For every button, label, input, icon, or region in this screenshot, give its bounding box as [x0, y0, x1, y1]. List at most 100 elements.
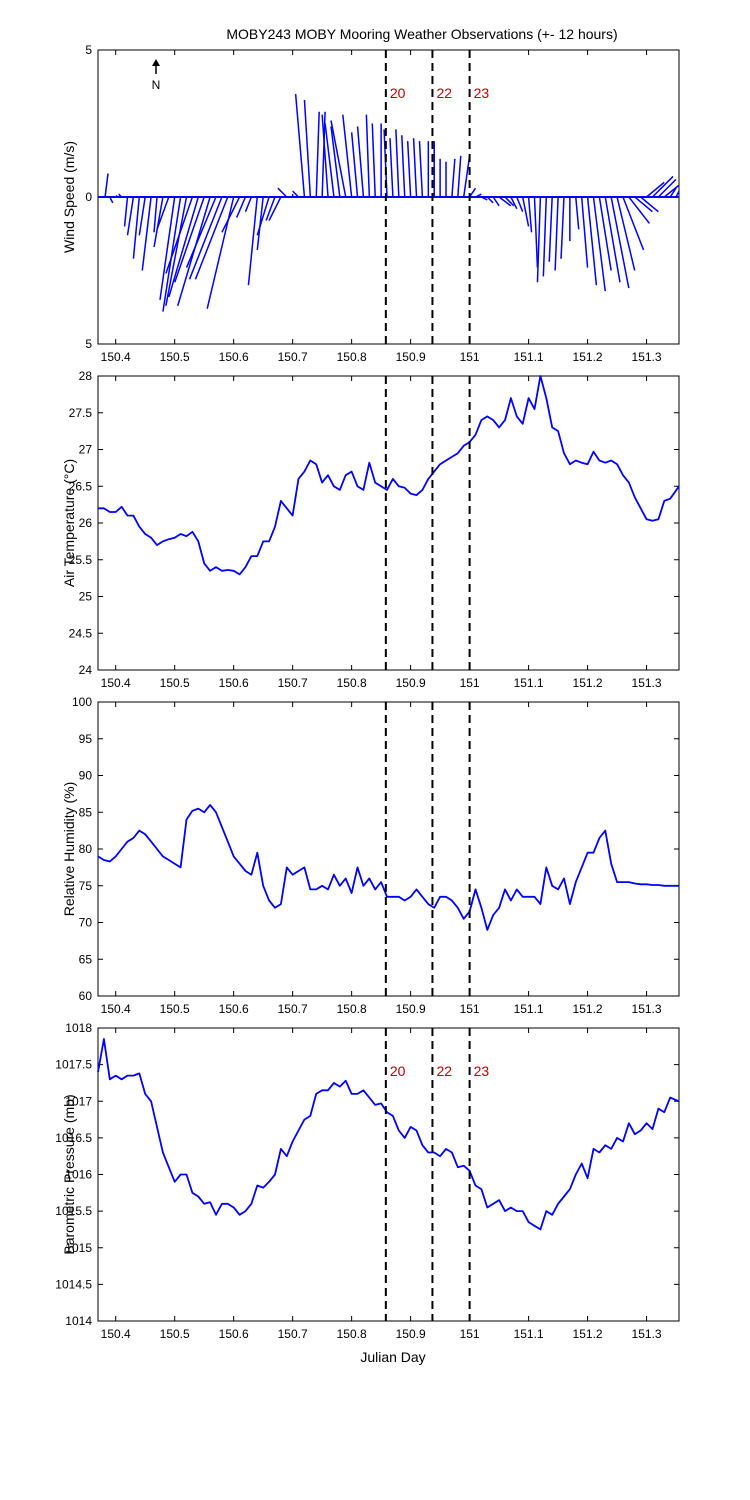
- air-temperature-x-tick-label: 150.9: [396, 676, 426, 690]
- wind-stick: [244, 196, 253, 212]
- wind-stick: [321, 114, 329, 198]
- barometric-pressure-x-tick-label: 150.9: [396, 1327, 426, 1341]
- wind-stick: [462, 155, 471, 198]
- wind-stick: [542, 196, 548, 277]
- wind-speed-event-label: 20: [390, 85, 406, 101]
- wind-stick: [533, 196, 539, 268]
- wind-speed-y-axis-label: Wind Speed (m/s): [61, 141, 77, 253]
- barometric-pressure-y-tick-label: 1016: [65, 1168, 92, 1182]
- air-temperature-y-tick-label: 28: [79, 369, 93, 383]
- barometric-pressure-y-tick-label: 1018: [65, 1021, 92, 1035]
- wind-stick: [412, 138, 418, 198]
- relative-humidity-x-tick-label: 150.7: [278, 1002, 308, 1016]
- air-temperature-panel: 150.4 150.5 150.6 150.7 150.8 150.9 151 151.1 15…: [61, 369, 680, 690]
- wind-speed-x-tick-label: 151.2: [573, 350, 603, 364]
- barometric-pressure-series-line: [97, 1038, 680, 1231]
- wind-stick: [126, 196, 135, 236]
- wind-speed-x-tick-label: 150.4: [101, 350, 131, 364]
- wind-stick: [268, 196, 282, 221]
- wind-stick: [395, 129, 400, 198]
- wind-stick: [575, 196, 580, 230]
- wind-speed-x-tick-label: 150.9: [396, 350, 426, 364]
- wind-stick: [159, 196, 176, 301]
- relative-humidity-y-tick-label: 90: [79, 769, 93, 783]
- barometric-pressure-x-tick-label: 150.5: [160, 1327, 190, 1341]
- wind-stick: [451, 158, 456, 198]
- wind-speed-x-tick-label: 150.6: [219, 350, 249, 364]
- wind-stick: [174, 196, 205, 283]
- wind-stick: [235, 196, 247, 218]
- relative-humidity-x-tick-label: 151.1: [514, 1002, 544, 1016]
- wind-stick: [504, 196, 515, 207]
- wind-speed-x-tick-label: 150.8: [337, 350, 367, 364]
- wind-stick: [265, 196, 276, 221]
- wind-stick: [406, 141, 412, 198]
- wind-stick: [292, 190, 300, 198]
- barometric-pressure-y-tick-label: 1017.5: [55, 1058, 92, 1072]
- barometric-pressure-y-tick-label: 1015: [65, 1241, 92, 1255]
- air-temperature-x-tick-label: 150.6: [219, 676, 249, 690]
- wind-stick: [156, 196, 170, 230]
- wind-stick: [185, 196, 217, 268]
- wind-speed-event-label: 22: [436, 85, 452, 101]
- wind-stick: [663, 184, 680, 198]
- wind-stick: [586, 196, 598, 286]
- barometric-pressure-x-tick-label: 150.4: [101, 1327, 131, 1341]
- wind-stick: [194, 196, 229, 280]
- wind-stick: [294, 94, 306, 198]
- barometric-pressure-x-tick-label: 150.8: [337, 1327, 367, 1341]
- barometric-pressure-y-tick-label: 1014: [65, 1314, 92, 1328]
- wind-stick: [554, 196, 559, 271]
- relative-humidity-x-tick-label: 150.8: [337, 1002, 367, 1016]
- relative-humidity-x-tick-label: 151.2: [573, 1002, 603, 1016]
- wind-stick: [315, 111, 320, 198]
- barometric-pressure-event-label: 23: [474, 1063, 490, 1079]
- air-temperature-y-tick-label: 24.5: [69, 626, 93, 640]
- air-temperature-x-tick-label: 150.7: [278, 676, 308, 690]
- barometric-pressure-x-tick-label: 151.2: [573, 1327, 603, 1341]
- wind-stick: [118, 193, 123, 198]
- wind-stick: [123, 196, 129, 227]
- relative-humidity-y-axis-label: Relative Humidity (%): [61, 782, 77, 917]
- air-temperature-series-line: [98, 375, 680, 576]
- wind-stick: [616, 196, 636, 271]
- wind-stick: [651, 175, 674, 198]
- relative-humidity-y-tick-label: 75: [79, 879, 93, 893]
- barometric-pressure-x-tick-label: 151.1: [514, 1327, 544, 1341]
- air-temperature-x-tick-label: 151.2: [573, 676, 603, 690]
- air-temperature-y-tick-label: 26.5: [69, 479, 93, 493]
- north-arrow-head-icon: [152, 59, 160, 66]
- wind-stick: [646, 181, 665, 198]
- wind-stick: [256, 196, 270, 236]
- barometric-pressure-y-tick-label: 1014.5: [55, 1277, 92, 1291]
- air-temperature-x-tick-label: 150.4: [101, 676, 131, 690]
- wind-stick: [669, 187, 677, 198]
- wind-stick: [221, 196, 241, 233]
- figure-title: MOBY243 MOBY Mooring Weather Observation…: [226, 26, 617, 42]
- wind-stick: [628, 196, 651, 224]
- relative-humidity-x-tick-label: 150.9: [396, 1002, 426, 1016]
- wind-stick: [350, 132, 359, 198]
- air-temperature-y-tick-label: 25.5: [69, 553, 93, 567]
- barometric-pressure-event-label: 20: [390, 1063, 406, 1079]
- air-temperature-y-axis-label: Air Temperature (°C): [61, 459, 77, 587]
- air-temperature-y-tick-label: 25: [79, 590, 93, 604]
- wind-speed-y-tick-label: 5: [85, 337, 92, 351]
- wind-stick: [516, 196, 524, 212]
- wind-stick: [165, 196, 188, 306]
- wind-speed-x-tick-label: 151.1: [514, 350, 544, 364]
- wind-stick: [675, 190, 680, 198]
- wind-stick: [138, 196, 146, 236]
- relative-humidity-x-tick-label: 151: [460, 1002, 480, 1016]
- wind-speed-x-tick-label: 151: [460, 350, 480, 364]
- relative-humidity-series-line: [97, 804, 679, 931]
- wind-stick: [153, 196, 164, 248]
- wind-speed-event-label: 23: [474, 85, 490, 101]
- relative-humidity-x-tick-label: 150.6: [219, 1002, 249, 1016]
- barometric-pressure-panel: 150.4 150.5 150.6 150.7 150.8 150.9 151 151.1 15…: [55, 1021, 680, 1341]
- wind-stick: [115, 194, 118, 198]
- wind-stick: [418, 141, 424, 198]
- air-temperature-y-tick-label: 24: [79, 663, 93, 677]
